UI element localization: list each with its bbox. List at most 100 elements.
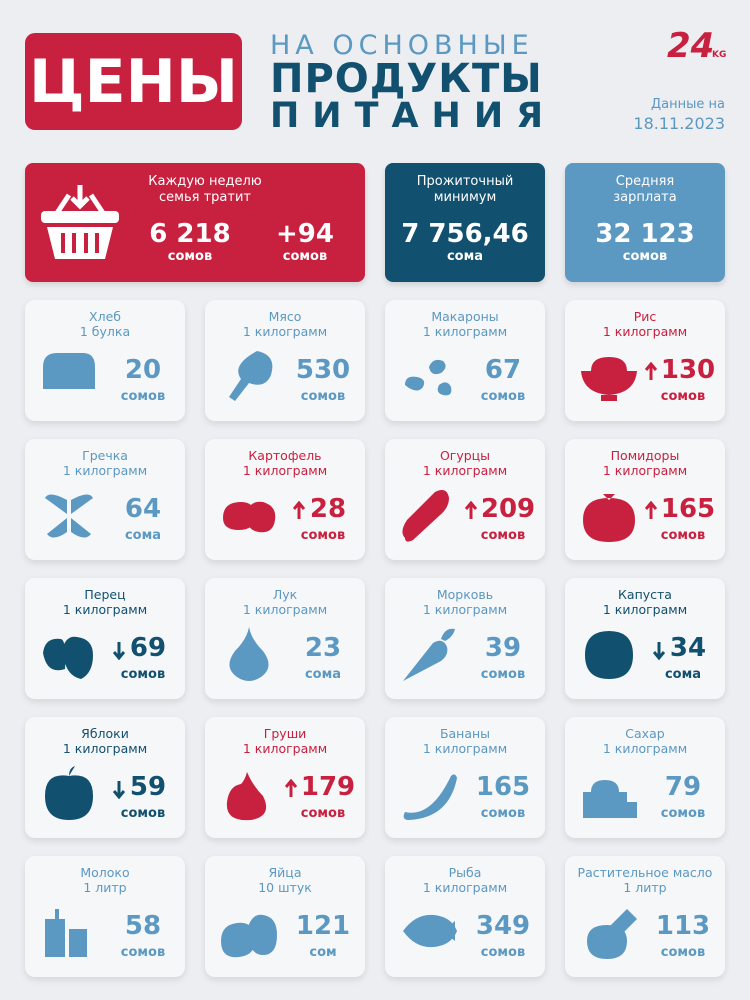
item-quantity: 1 килограмм	[242, 741, 328, 756]
subtitle-line: НА ОСНОВНЫЕ	[270, 30, 534, 61]
item-price: 79	[664, 772, 702, 802]
item-name: Гречка	[82, 448, 128, 463]
item-unit: сома	[304, 667, 342, 682]
item-icon	[403, 914, 457, 948]
summary-label: Прожиточный минимум	[385, 174, 545, 206]
summary-label-line: Каждую неделю	[148, 174, 262, 189]
summary-value: 7 756,46	[401, 219, 529, 249]
item-icon	[402, 490, 449, 542]
item-unit: сом	[309, 945, 337, 960]
item-quantity: 1 булка	[79, 324, 131, 339]
item-name: Огурцы	[439, 448, 491, 463]
item-icon	[45, 494, 93, 538]
date: 18.11.2023	[633, 114, 725, 133]
item-price: 64	[124, 494, 162, 524]
item-price: 165	[475, 772, 531, 802]
subtitle-line: ПИТАНИЯ	[270, 96, 557, 136]
trend-arrow	[653, 642, 665, 660]
item-price: 165	[660, 494, 716, 524]
item-unit: сомов	[480, 667, 526, 682]
summary-change: +94	[276, 219, 334, 249]
price-card: Перец 1 килограмм 69 сомов	[25, 578, 185, 699]
trend-arrow	[645, 501, 657, 519]
item-price: 130	[660, 355, 716, 385]
trend-arrow	[285, 779, 297, 797]
item-unit: сомов	[300, 528, 346, 543]
item-price: 28	[309, 494, 347, 524]
item-unit: сомов	[660, 528, 706, 543]
item-icon	[405, 359, 452, 396]
item-icon	[587, 909, 637, 959]
item-icon	[229, 627, 269, 681]
item-quantity: 1 килограмм	[602, 463, 688, 478]
item-quantity: 1 килограмм	[242, 324, 328, 339]
item-price: 349	[475, 911, 531, 941]
summary-label-line: Средняя	[615, 174, 675, 189]
item-quantity: 1 килограмм	[422, 602, 508, 617]
price-card: Мясо 1 килограмм 530 сомов	[205, 300, 365, 421]
item-price: 20	[124, 355, 162, 385]
item-icon	[229, 351, 273, 401]
minimum-box: Прожиточный минимум 7 756,46 сома	[385, 163, 545, 282]
item-price: 39	[484, 633, 522, 663]
item-price: 23	[304, 633, 342, 663]
item-name: Груши	[263, 726, 307, 741]
item-quantity: 1 килограмм	[62, 463, 148, 478]
price-card: Яблоки 1 килограмм 59 сомов	[25, 717, 185, 838]
item-name: Макароны	[431, 309, 499, 324]
item-icon	[43, 353, 95, 389]
summary-change-unit: сомов	[282, 249, 328, 264]
item-icon	[226, 772, 267, 821]
item-unit: сома	[664, 667, 702, 682]
item-unit: сомов	[120, 806, 166, 821]
item-unit: сомов	[480, 389, 526, 404]
price-card: Макароны 1 килограмм 67 сомов	[385, 300, 545, 421]
item-name: Лук	[272, 587, 298, 602]
item-name: Молоко	[80, 865, 130, 880]
item-quantity: 1 килограмм	[422, 463, 508, 478]
item-quantity: 1 литр	[83, 880, 127, 895]
item-unit: сомов	[300, 806, 346, 821]
item-name: Рис	[633, 309, 657, 324]
price-card: Сахар 1 килограмм 79 сомов	[565, 717, 725, 838]
trend-arrow	[645, 362, 657, 380]
item-price: 34	[669, 633, 707, 663]
date-label: Данные на	[651, 97, 725, 112]
item-icon	[45, 766, 93, 820]
item-name: Бананы	[439, 726, 491, 741]
item-price: 121	[295, 911, 351, 941]
item-name: Мясо	[268, 309, 302, 324]
item-price: 530	[295, 355, 351, 385]
item-icon	[583, 780, 637, 818]
price-card: Рис 1 килограмм 130 сомов	[565, 300, 725, 421]
summary-value: 32 123	[595, 219, 695, 249]
price-card: Лук 1 килограмм 23 сома	[205, 578, 365, 699]
price-card: Яйца 10 штук 121 сом	[205, 856, 365, 977]
item-price: 67	[484, 355, 522, 385]
item-name: Яблоки	[81, 726, 129, 741]
subtitle-line: ПРОДУКТЫ	[270, 56, 543, 102]
price-card: Груши 1 килограмм 179 сомов	[205, 717, 365, 838]
trend-arrow	[113, 642, 125, 660]
item-icon	[403, 774, 457, 820]
price-card: Бананы 1 килограмм 165 сомов	[385, 717, 545, 838]
item-name: Растительное масло	[577, 865, 713, 880]
item-quantity: 1 килограмм	[422, 741, 508, 756]
item-unit: сомов	[120, 945, 166, 960]
logo-suffix: KG	[712, 50, 727, 60]
item-name: Капуста	[618, 587, 672, 602]
item-unit: сомов	[480, 528, 526, 543]
price-card: Морковь 1 килограмм 39 сомов	[385, 578, 545, 699]
item-icon	[221, 914, 277, 958]
item-price: 209	[480, 494, 536, 524]
item-name: Картофель	[248, 448, 322, 463]
item-icon	[581, 357, 637, 401]
price-card: Хлеб 1 булка 20 сомов	[25, 300, 185, 421]
item-icon	[403, 628, 455, 681]
item-icon	[583, 494, 635, 542]
item-quantity: 10 штук	[258, 880, 312, 895]
logo: 24	[667, 26, 715, 66]
item-unit: сома	[124, 528, 162, 543]
summary-unit: сомов	[622, 249, 668, 264]
